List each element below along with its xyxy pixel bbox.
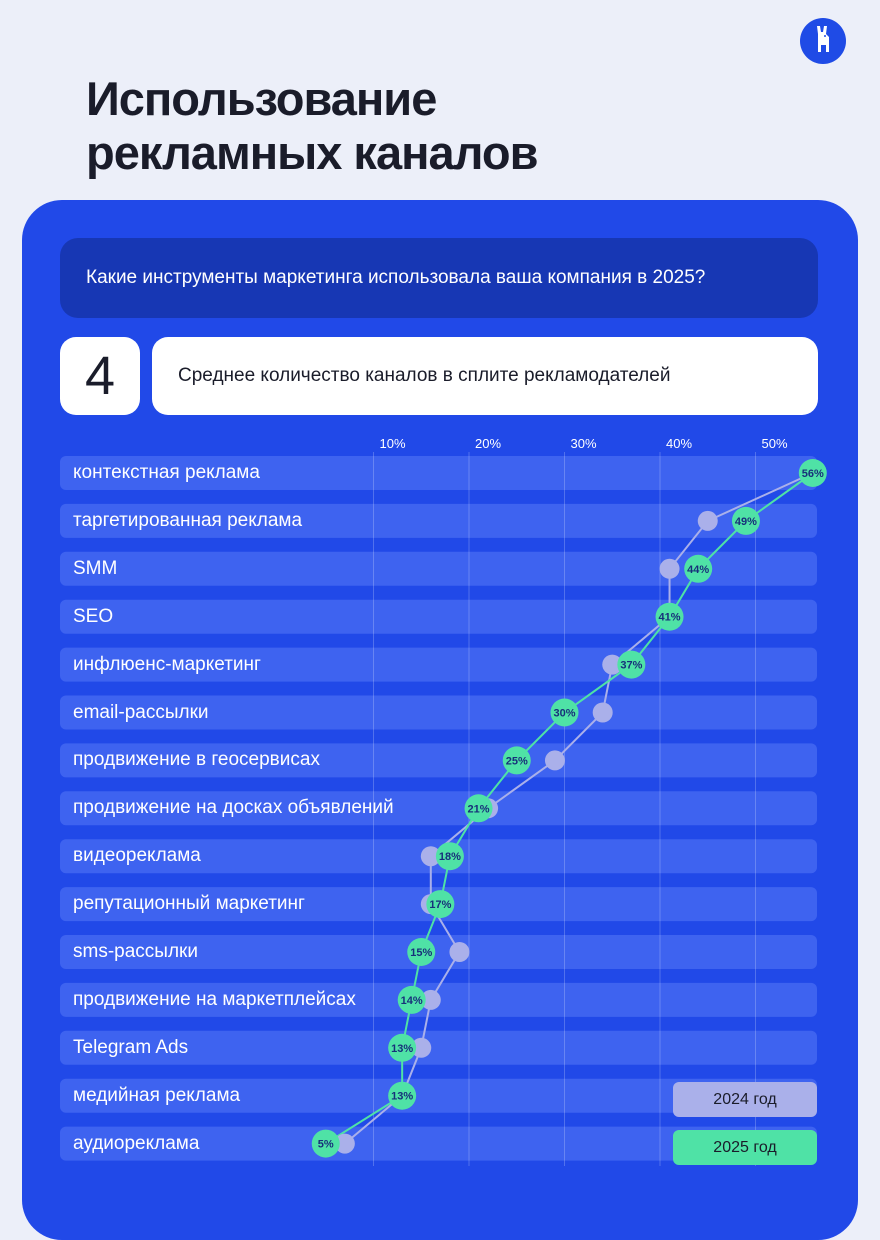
series-2024-point: [420, 846, 441, 867]
series-2025-point: [550, 698, 579, 727]
channel-label: SEO: [73, 605, 114, 627]
series-2025-data-label: 56%: [802, 468, 824, 480]
series-2024-point: [449, 942, 470, 962]
series-2025-data-label: 13%: [391, 1091, 413, 1103]
channel-label: инфлюенс-маркетинг: [73, 653, 261, 675]
series-2025-data-label: 37%: [620, 660, 642, 672]
series-2025-point: [502, 746, 531, 775]
series-2025-point: [684, 554, 713, 583]
series-2025-point: [617, 650, 646, 679]
series-2024-point: [411, 1037, 432, 1058]
avg-channels-label: Среднее количество каналов в сплите рекл…: [152, 337, 818, 415]
series-2025-point: [388, 1081, 417, 1110]
row-band: [60, 551, 817, 586]
page-title: Использование рекламных каналов: [86, 72, 538, 180]
channel-label: sms-рассылки: [73, 941, 198, 962]
x-tick-label: 50%: [762, 436, 788, 451]
series-2025-data-label: 21%: [468, 803, 490, 815]
row-band: [60, 935, 817, 969]
row-band: [60, 1126, 817, 1161]
channel-label: медийная реклама: [73, 1084, 241, 1106]
x-tick-label: 10%: [380, 436, 406, 451]
channel-label: SMM: [73, 557, 118, 579]
avg-channels-value: 4: [60, 337, 140, 415]
series-2025-point: [397, 985, 426, 1014]
channel-label: продвижение на маркетплейсах: [73, 988, 356, 1010]
series-2025-point: [311, 1129, 340, 1158]
row-band: [60, 503, 817, 538]
brand-logo: [800, 18, 846, 64]
channel-label: email-рассылки: [73, 701, 209, 723]
channel-label: аудиореклама: [73, 1132, 200, 1154]
series-2025-point: [464, 794, 493, 823]
series-2025-data-label: 30%: [553, 708, 575, 720]
row-band: [60, 791, 817, 826]
channel-label: видеореклама: [73, 845, 201, 867]
series-2025-data-label: 18%: [439, 851, 461, 863]
series-2025-data-label: 41%: [659, 612, 681, 624]
channel-label: продвижение в геосервисах: [73, 749, 320, 771]
series-2024-point: [420, 989, 441, 1010]
x-tick-label: 20%: [475, 436, 501, 451]
x-tick-label: 30%: [571, 436, 597, 451]
series-2025-data-label: 15%: [410, 947, 432, 959]
series-2024-point: [334, 1133, 355, 1154]
channel-label: таргетированная реклама: [73, 509, 303, 531]
series-2025-data-label: 14%: [401, 995, 423, 1007]
series-2025-point: [407, 938, 436, 966]
series-2025-point: [655, 602, 684, 631]
survey-question: Какие инструменты маркетинга использовал…: [60, 238, 818, 318]
series-2025-data-label: 5%: [318, 1139, 334, 1151]
page-title-line-2: рекламных каналов: [86, 126, 538, 179]
series-2025-data-label: 44%: [687, 564, 709, 576]
channel-label: Telegram Ads: [73, 1036, 189, 1058]
legend-2025: 2025 год: [673, 1130, 817, 1165]
series-2024-point: [697, 510, 718, 531]
channel-label: контекстная реклама: [73, 462, 260, 483]
row-band: [60, 456, 817, 490]
row-band: [60, 743, 817, 778]
series-2024-point: [544, 750, 565, 771]
series-2025-data-label: 25%: [506, 755, 528, 767]
channel-label: продвижение на досках объявлений: [73, 797, 394, 819]
series-2025-point: [435, 842, 464, 871]
row-band: [60, 599, 817, 634]
legend-2024: 2024 год: [673, 1082, 817, 1117]
channels-chart: 10% 20% 30% 40% 50% 56% 49% 44% 41% 37% 30% 25% 21% 1…: [60, 436, 827, 1166]
row-band: [60, 1078, 817, 1113]
x-tick-label: 40%: [666, 436, 692, 451]
series-2025-point: [426, 890, 455, 919]
channel-label: репутационный маркетинг: [73, 893, 305, 915]
series-2024-point: [592, 702, 613, 723]
series-2024-point: [659, 558, 680, 579]
page-title-line-1: Использование: [86, 72, 437, 125]
series-2024-point: [602, 654, 623, 675]
llama-logo-icon: [817, 26, 829, 52]
series-2025-data-label: 17%: [429, 899, 451, 911]
series-2025-data-label: 13%: [391, 1043, 413, 1055]
series-2025-point: [731, 506, 760, 535]
series-2025-point: [798, 459, 827, 487]
row-band: [60, 695, 817, 730]
row-band: [60, 1030, 817, 1065]
series-2025-point: [388, 1033, 417, 1062]
series-2025-data-label: 49%: [735, 516, 757, 528]
